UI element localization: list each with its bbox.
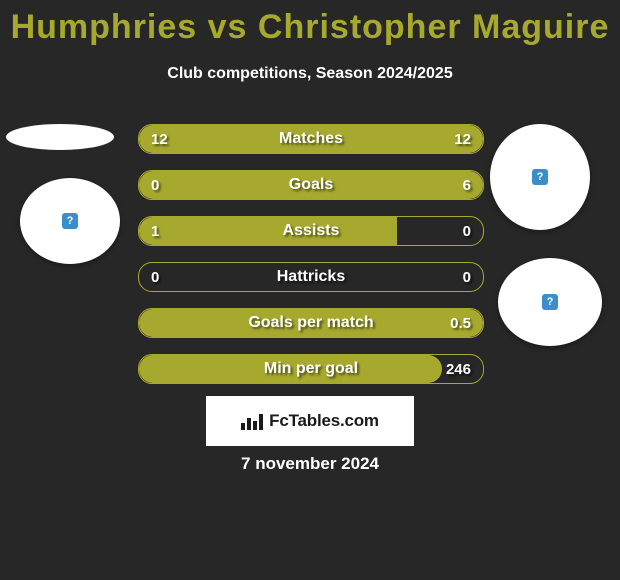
stat-value-right: 12 [454,125,471,153]
stat-label: Min per goal [139,355,483,383]
stat-label: Hattricks [139,263,483,291]
stat-value-left: 0 [151,171,159,199]
placeholder-icon: ? [542,294,558,310]
avatar-ellipse-top-left [6,124,114,150]
stat-value-right: 246 [446,355,471,383]
stat-label: Goals per match [139,309,483,337]
stat-row: Min per goal246 [138,354,484,384]
stat-label: Goals [139,171,483,199]
date-caption: 7 november 2024 [0,454,620,474]
bar-chart-icon [241,412,263,430]
stat-value-left: 0 [151,263,159,291]
stat-label: Assists [139,217,483,245]
stat-value-right: 0 [463,263,471,291]
stat-value-right: 6 [463,171,471,199]
stat-label: Matches [139,125,483,153]
avatar-right-player: ? [498,258,602,346]
stat-value-right: 0.5 [450,309,471,337]
site-logo: FcTables.com [206,396,414,446]
stat-row: Goals per match0.5 [138,308,484,338]
stat-row: Matches12 12 [138,124,484,154]
placeholder-icon: ? [532,169,548,185]
stats-comparison-chart: Matches1212Goals06Assists10Hattricks00Go… [138,124,484,400]
avatar-left-player: ? [20,178,120,264]
placeholder-icon: ? [62,213,78,229]
stat-row: Hattricks0 0 [138,262,484,292]
avatar-right-team: ? [490,124,590,230]
stat-value-left: 1 [151,217,159,245]
stat-row: Assists1 0 [138,216,484,246]
logo-text: FcTables.com [269,411,379,431]
page-subtitle: Club competitions, Season 2024/2025 [0,65,620,83]
stat-value-right: 0 [463,217,471,245]
stat-value-left: 12 [151,125,168,153]
page-title: Humphries vs Christopher Maguire [0,0,620,47]
stat-row: Goals0 6 [138,170,484,200]
